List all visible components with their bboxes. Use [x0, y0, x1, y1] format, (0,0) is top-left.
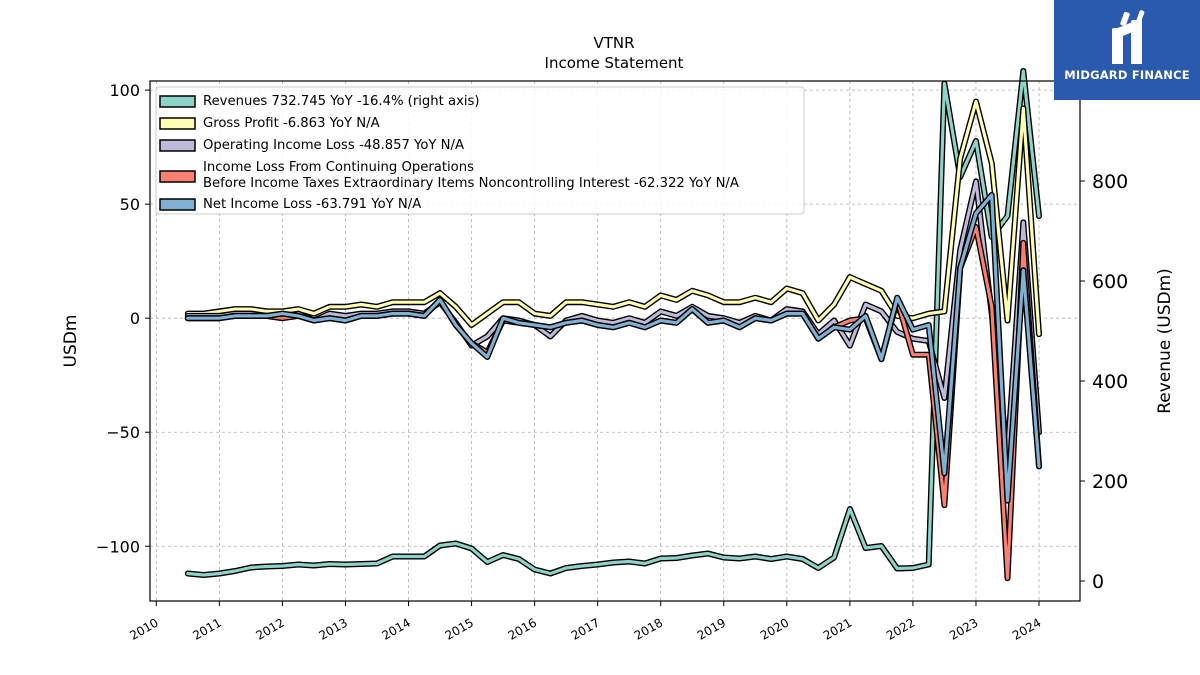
y-right-tick-label: 0 — [1092, 571, 1104, 593]
legend-label-line: Income Loss From Continuing Operations — [203, 160, 474, 175]
y-tick-label: 0 — [130, 309, 140, 328]
x-tick-label: 2016 — [506, 615, 539, 642]
x-tick-label: 2021 — [821, 615, 854, 642]
x-axis: 2010 2011 2012 2013 2014 2015 2016 2017 2018 2019… — [127, 601, 1044, 643]
x-tick-label: 2012 — [253, 615, 286, 642]
y-right-tick-label: 600 — [1092, 271, 1128, 293]
series-line — [186, 99, 1041, 336]
legend-label-line: Before Income Taxes Extraordinary Items … — [203, 176, 739, 191]
y-axis-label-right: Revenue (USDm) — [1155, 268, 1175, 414]
y-right-tick-label: 400 — [1092, 371, 1128, 393]
x-tick-label: 2018 — [632, 615, 665, 642]
legend-label: Gross Profit -6.863 YoY N/A — [203, 116, 380, 131]
y-axis-label: USDm — [61, 315, 81, 368]
x-tick-label: 2020 — [758, 615, 791, 642]
chart-subtitle: Income Statement — [545, 54, 684, 72]
x-tick-label: 2023 — [947, 615, 980, 642]
x-tick-label: 2014 — [380, 615, 413, 642]
y-tick-label: 100 — [109, 81, 140, 100]
legend-box — [155, 86, 805, 215]
series-lines — [184, 68, 1042, 582]
left-axis: 100 50 0 −50 −100 — [96, 81, 150, 556]
legend-label: Revenues 732.745 YoY -16.4% (right axis) — [203, 94, 480, 109]
x-tick-label: 2019 — [695, 615, 728, 642]
brand-logo: MIDGARD FINANCE — [1054, 0, 1200, 100]
legend-swatch — [159, 139, 196, 152]
legend-swatch — [159, 117, 196, 130]
x-tick-label: 2013 — [317, 615, 350, 642]
series-line — [186, 179, 1041, 457]
legend-label-line: Gross Profit -6.863 YoY N/A — [203, 116, 380, 131]
legend-swatch — [159, 170, 196, 183]
legend-label: Operating Income Loss -48.857 YoY N/A — [203, 138, 464, 153]
legend-label-line: Operating Income Loss -48.857 YoY N/A — [203, 138, 464, 153]
plot-frame — [149, 80, 1081, 602]
x-tick-label: 2010 — [127, 615, 160, 642]
y-tick-label: −100 — [96, 537, 140, 556]
brand-name: MIDGARD FINANCE — [1064, 68, 1190, 82]
x-tick-label: 2024 — [1010, 615, 1043, 642]
series-line — [186, 193, 1041, 503]
legend-label-line: Net Income Loss -63.791 YoY N/A — [203, 197, 421, 212]
legend: Revenues 732.745 YoY -16.4% (right axis)… — [155, 86, 805, 215]
series-line — [186, 69, 1041, 577]
legend-label: Income Loss From Continuing Operations Be… — [203, 160, 739, 191]
legend-label-line: Revenues 732.745 YoY -16.4% (right axis) — [203, 94, 480, 109]
legend-label: Net Income Loss -63.791 YoY N/A — [203, 197, 421, 212]
series-outline — [184, 224, 1042, 582]
y-right-tick-label: 800 — [1092, 171, 1128, 193]
series-line — [186, 225, 1041, 580]
right-axis: 02004006008001000 — [1080, 71, 1140, 593]
legend-swatch — [159, 198, 196, 211]
logo-mark-icon — [1112, 10, 1145, 64]
x-tick-label: 2017 — [569, 615, 602, 642]
x-tick-label: 2015 — [443, 615, 476, 642]
legend-swatch — [159, 95, 196, 108]
y-tick-label: −50 — [106, 423, 140, 442]
x-tick-label: 2022 — [884, 615, 917, 642]
y-tick-label: 50 — [120, 195, 140, 214]
chart-title: VTNR — [593, 34, 634, 52]
y-right-tick-label: 200 — [1092, 471, 1128, 493]
x-tick-label: 2011 — [190, 615, 223, 642]
